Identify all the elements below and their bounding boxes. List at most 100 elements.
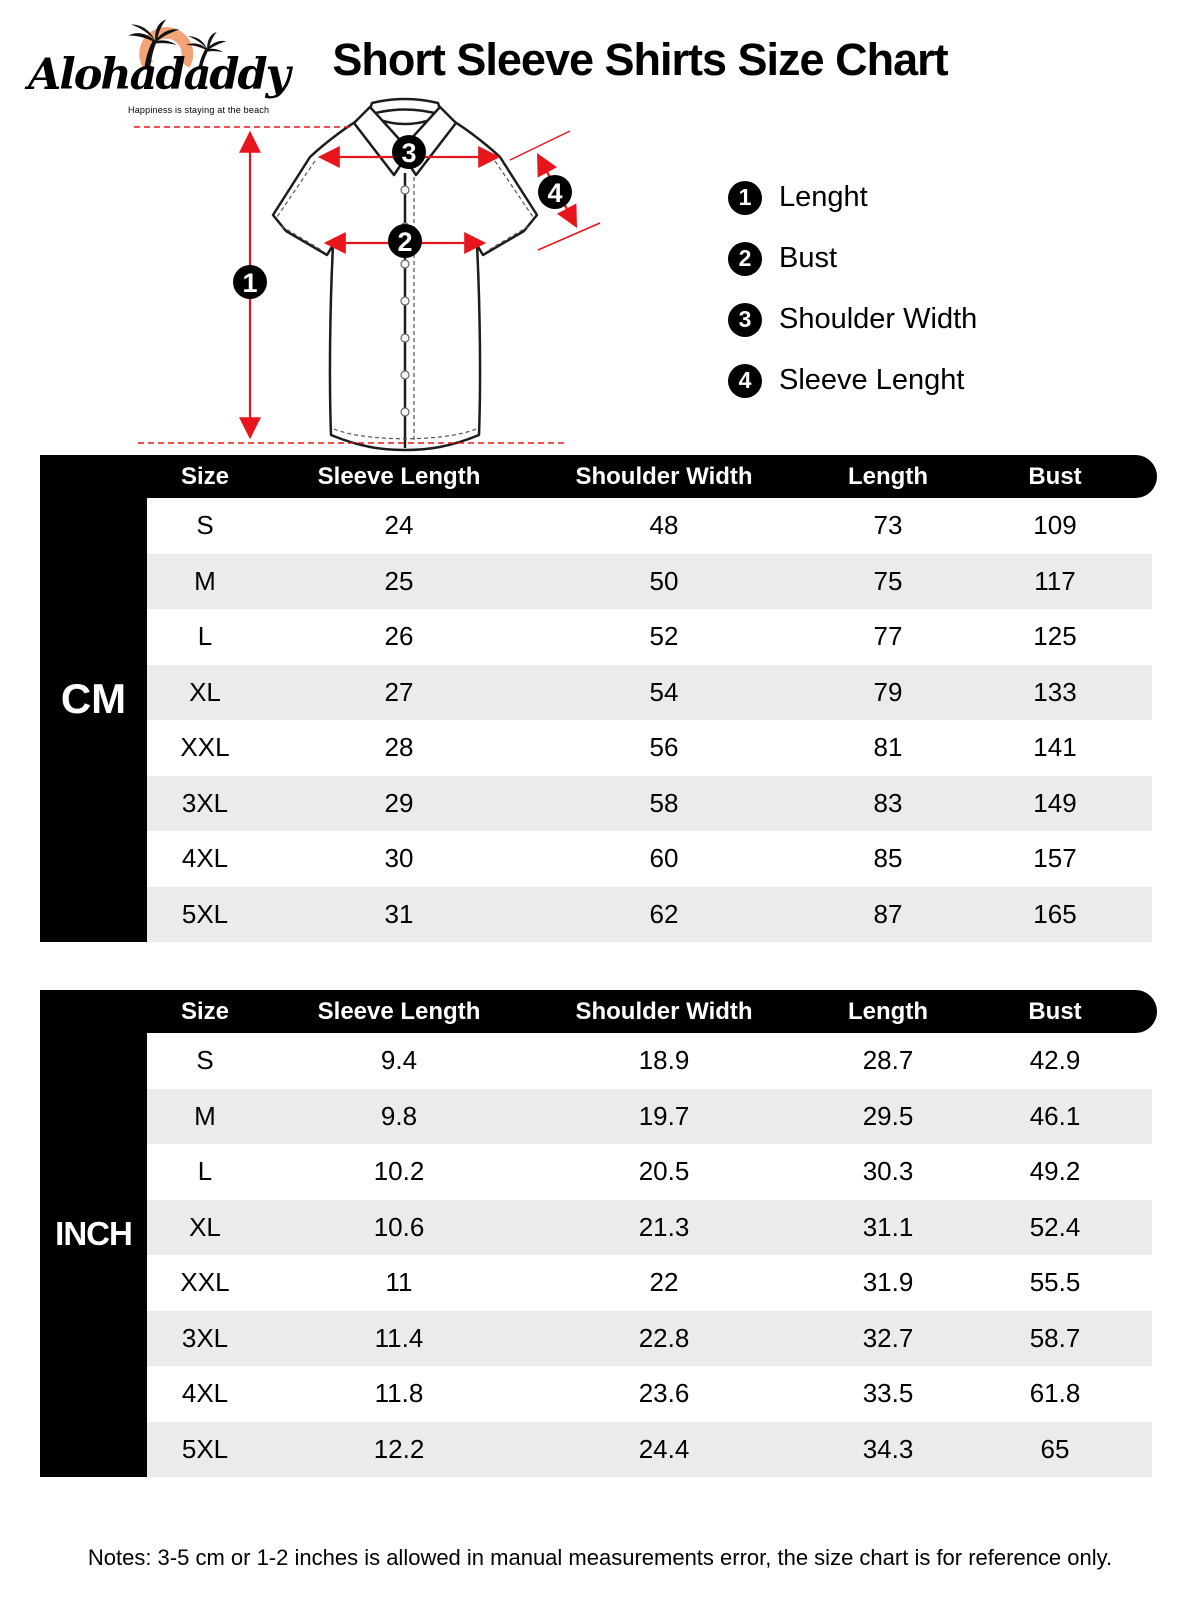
size-cell: 5XL xyxy=(181,1433,229,1464)
size-cell: 5XL xyxy=(181,898,229,929)
value-cell: 24.4 xyxy=(638,1433,690,1464)
value-cell: 26 xyxy=(384,621,414,652)
legend-num-4: 4 xyxy=(728,363,762,398)
table-row: S 24 48 73 109 xyxy=(147,498,1152,554)
value-cell: 31.9 xyxy=(862,1267,914,1298)
callout-3: 3 xyxy=(401,138,416,168)
size-cell: S xyxy=(196,1045,214,1076)
value-cell: 11 xyxy=(385,1267,413,1298)
unit-sidebar-cm: CM xyxy=(40,455,147,942)
table-row: XXL 28 56 81 141 xyxy=(147,720,1152,776)
legend-num-2: 2 xyxy=(728,241,762,276)
value-cell: 34.3 xyxy=(862,1433,914,1464)
table-row: 4XL 30 60 85 157 xyxy=(147,831,1152,887)
measure-guide-sleeve-bottom xyxy=(537,222,601,251)
value-cell: 48 xyxy=(649,510,679,541)
value-cell: 10.6 xyxy=(373,1211,425,1242)
unit-sidebar-inch: INCH xyxy=(40,990,147,1477)
table-row: 3XL 11.4 22.8 32.7 58.7 xyxy=(147,1310,1152,1366)
value-cell: 55.5 xyxy=(1029,1267,1081,1298)
size-cell: L xyxy=(197,1156,213,1187)
page-title: Short Sleeve Shirts Size Chart xyxy=(332,34,948,85)
legend-num-3: 3 xyxy=(728,302,762,337)
legend-num-1: 1 xyxy=(728,180,762,215)
legend-item-shoulder-width: 3 Shoulder Width xyxy=(728,302,977,337)
value-cell: 141 xyxy=(1033,732,1077,763)
palm-sun-icon xyxy=(128,19,227,70)
value-cell: 109 xyxy=(1033,510,1077,541)
table-rows-cm: S 24 48 73 109 M 25 50 75 117 L 26 52 77 125 XL 27 54 79 13… xyxy=(147,498,1152,942)
value-cell: 27 xyxy=(384,676,414,707)
table-row: S 9.4 18.9 28.7 42.9 xyxy=(147,1033,1152,1089)
value-cell: 11.8 xyxy=(374,1378,424,1409)
value-cell: 28 xyxy=(384,732,414,763)
size-cell: L xyxy=(197,621,213,652)
size-cell: 4XL xyxy=(181,843,229,874)
value-cell: 30 xyxy=(384,843,414,874)
column-header: Shoulder Width xyxy=(575,997,753,1025)
value-cell: 25 xyxy=(384,565,414,596)
value-cell: 81 xyxy=(873,732,903,763)
value-cell: 83 xyxy=(873,787,903,818)
size-cell: M xyxy=(194,1100,216,1131)
value-cell: 52 xyxy=(649,621,679,652)
column-header: Sleeve Length xyxy=(317,997,481,1025)
notes-text: Notes: 3-5 cm or 1-2 inches is allowed i… xyxy=(87,1545,1113,1570)
value-cell: 85 xyxy=(873,843,903,874)
table-row: 5XL 12.2 24.4 34.3 65 xyxy=(147,1421,1152,1477)
table-header-inch: Size Sleeve Length Shoulder Width Length Bus… xyxy=(40,990,1157,1033)
value-cell: 87 xyxy=(873,898,903,929)
value-cell: 33.5 xyxy=(862,1378,914,1409)
value-cell: 21.3 xyxy=(638,1211,690,1242)
column-header: Size xyxy=(180,462,230,490)
size-cell: S xyxy=(196,510,214,541)
value-cell: 79 xyxy=(873,676,903,707)
measure-guide-sleeve-top xyxy=(509,130,571,161)
table-row: 5XL 31 62 87 165 xyxy=(147,886,1152,942)
table-row: XL 27 54 79 133 xyxy=(147,664,1152,720)
brand-tagline: Happiness is staying at the beach xyxy=(128,105,270,115)
value-cell: 12.2 xyxy=(373,1433,425,1464)
table-row: XXL 11 22 31.9 55.5 xyxy=(147,1255,1152,1311)
value-cell: 75 xyxy=(873,565,903,596)
measurement-legend: 1 Lenght 2 Bust 3 Shoulder Width 4 Sleev… xyxy=(728,180,977,398)
legend-item-sleeve-length: 4 Sleeve Lenght xyxy=(728,363,977,398)
column-header: Length xyxy=(848,462,928,490)
value-cell: 29 xyxy=(384,787,414,818)
value-cell: 20.5 xyxy=(638,1156,690,1187)
column-header: Sleeve Length xyxy=(317,462,481,490)
table-rows-inch: S 9.4 18.9 28.7 42.9 M 9.8 19.7 29.5 46.1 L 10.2 20.… xyxy=(147,1033,1152,1477)
legend-label-shoulder-width: Shoulder Width xyxy=(779,303,978,335)
value-cell: 28.7 xyxy=(862,1045,914,1076)
table-header-cm: Size Sleeve Length Shoulder Width Length Bus… xyxy=(40,455,1157,498)
column-header: Length xyxy=(848,997,928,1025)
value-cell: 61.8 xyxy=(1029,1378,1081,1409)
unit-label-inch: INCH xyxy=(55,1214,133,1252)
callout-4: 4 xyxy=(547,178,562,208)
value-cell: 165 xyxy=(1033,898,1077,929)
value-cell: 58 xyxy=(649,787,679,818)
value-cell: 42.9 xyxy=(1029,1045,1081,1076)
column-header: Bust xyxy=(1028,462,1082,490)
column-header: Shoulder Width xyxy=(575,462,753,490)
value-cell: 125 xyxy=(1033,621,1077,652)
table-row: M 9.8 19.7 29.5 46.1 xyxy=(147,1088,1152,1144)
value-cell: 24 xyxy=(384,510,414,541)
value-cell: 31.1 xyxy=(862,1211,914,1242)
value-cell: 32.7 xyxy=(862,1322,914,1353)
shirt-measurement-diagram: 1 2 3 4 xyxy=(134,97,601,452)
column-header: Size xyxy=(180,997,230,1025)
brand-logo: Alohadaddy Happiness is staying at the b… xyxy=(28,10,308,120)
legend-label-length: Lenght xyxy=(779,181,868,213)
legend-item-length: 1 Lenght xyxy=(728,180,977,215)
table-row: 3XL 29 58 83 149 xyxy=(147,775,1152,831)
callout-1: 1 xyxy=(242,268,257,298)
legend-label-sleeve-length: Sleeve Lenght xyxy=(779,364,965,396)
size-cell: XXL xyxy=(180,732,230,763)
value-cell: 49.2 xyxy=(1029,1156,1081,1187)
size-cell: XL xyxy=(189,1211,221,1242)
value-cell: 117 xyxy=(1034,565,1076,596)
value-cell: 77 xyxy=(873,621,903,652)
table-row: L 10.2 20.5 30.3 49.2 xyxy=(147,1144,1152,1200)
value-cell: 149 xyxy=(1033,787,1077,818)
